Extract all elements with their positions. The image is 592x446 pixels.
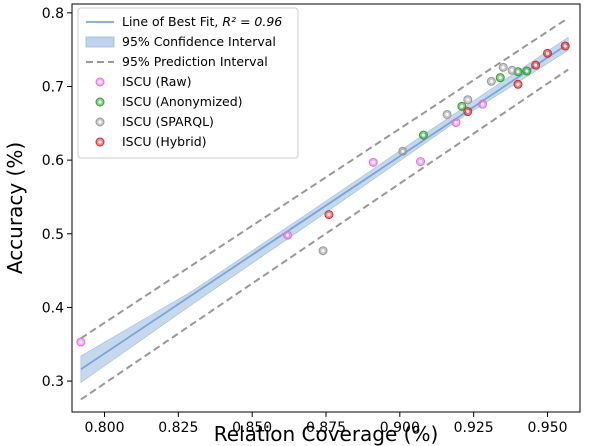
legend-sparql-label: ISCU (SPARQL): [122, 114, 214, 129]
legend-item-anonymized: ISCU (Anonymized): [95, 94, 243, 109]
iscu-anonymized-point-center: [460, 104, 464, 108]
iscu-hybrid-point-center: [534, 63, 538, 67]
y-axis-label: Accuracy (%): [3, 142, 27, 274]
x-tick-label: 0.825: [158, 420, 198, 436]
x-tick-label: 0.800: [84, 420, 124, 436]
x-tick-label: 0.925: [454, 420, 494, 436]
y-tick-label: 0.7: [42, 79, 64, 95]
legend-anonymized-label: ISCU (Anonymized): [122, 94, 243, 109]
legend-fit-label-text: Line of Best Fit,: [122, 14, 222, 29]
iscu-sparql-point-center: [489, 79, 493, 83]
legend-raw-label: ISCU (Raw): [122, 74, 192, 89]
legend-raw-marker-center: [98, 80, 102, 84]
iscu-sparql-point-center: [510, 68, 514, 72]
x-axis-ticks: 0.800 0.825 0.850 0.875 0.900 0.925 0.950: [84, 412, 568, 436]
y-tick-label: 0.8: [42, 6, 64, 22]
iscu-sparql-point-center: [321, 249, 325, 253]
y-tick-label: 0.3: [42, 374, 64, 390]
legend-item-hybrid: ISCU (Hybrid): [95, 134, 207, 149]
iscu-sparql-point-center: [466, 98, 470, 102]
legend-anonymized-marker-center: [98, 100, 102, 104]
legend-confidence-label: 95% Confidence Interval: [122, 34, 276, 49]
y-tick-label: 0.5: [42, 227, 64, 243]
legend-item-sparql: ISCU (SPARQL): [95, 114, 214, 129]
iscu-raw-point-center: [454, 120, 458, 125]
x-tick-label: 0.900: [380, 420, 420, 436]
iscu-raw-point-center: [286, 233, 290, 237]
legend-confidence-swatch: [85, 36, 115, 48]
confidence-interval-band: [80, 36, 569, 384]
y-tick-label: 0.6: [42, 153, 64, 169]
legend-hybrid-marker-center: [98, 140, 102, 144]
y-tick-label: 0.4: [42, 300, 64, 316]
legend-box: [77, 7, 299, 159]
iscu-hybrid-point-center: [327, 213, 331, 217]
x-tick-label: 0.850: [232, 420, 272, 436]
iscu-sparql-point-center: [445, 112, 449, 117]
x-axis-label: Relation Coverage (%): [214, 422, 439, 446]
iscu-hybrid-point-center: [545, 51, 550, 55]
legend-fit-r2: R² = 0.96: [222, 14, 282, 29]
x-tick-label: 0.875: [306, 420, 346, 436]
iscu-raw-point-center: [418, 160, 423, 164]
iscu-anonymized-point-center: [498, 76, 502, 80]
data-points: [76, 41, 570, 347]
legend-item-prediction: 95% Prediction Interval: [86, 54, 268, 69]
y-axis-ticks: 0.3 0.4 0.5 0.6 0.7 0.8: [42, 6, 72, 390]
iscu-raw-point-center: [480, 102, 485, 106]
legend-item-raw: ISCU (Raw): [95, 74, 192, 89]
legend-prediction-label: 95% Prediction Interval: [122, 54, 268, 69]
iscu-anonymized-point-center: [525, 69, 529, 73]
iscu-hybrid-point-center: [516, 82, 520, 86]
legend-hybrid-label: ISCU (Hybrid): [122, 134, 207, 149]
legend-item-confidence: 95% Confidence Interval: [85, 34, 276, 49]
iscu-hybrid-point-center: [563, 44, 567, 48]
x-tick-label: 0.950: [527, 420, 567, 436]
interval-bands: [80, 17, 569, 401]
iscu-anonymized-point-center: [421, 133, 426, 137]
iscu-anonymized-point-center: [516, 70, 520, 74]
prediction-interval-lower-line: [80, 68, 569, 401]
best-fit-line: [80, 43, 569, 371]
legend-item-fit: Line of Best Fit, R² = 0.96: [86, 14, 282, 29]
legend-sparql-marker-center: [98, 120, 102, 124]
iscu-sparql-point-center: [501, 65, 505, 69]
legend: Line of Best Fit, R² = 0.96 95% Confiden…: [77, 7, 299, 159]
iscu-sparql-point-center: [401, 149, 405, 153]
prediction-interval-upper-line: [80, 17, 569, 340]
iscu-raw-point-center: [79, 340, 83, 344]
iscu-hybrid-point-center: [466, 109, 470, 114]
legend-fit-label: Line of Best Fit, R² = 0.96: [122, 14, 282, 29]
iscu-raw-point-center: [371, 160, 375, 164]
